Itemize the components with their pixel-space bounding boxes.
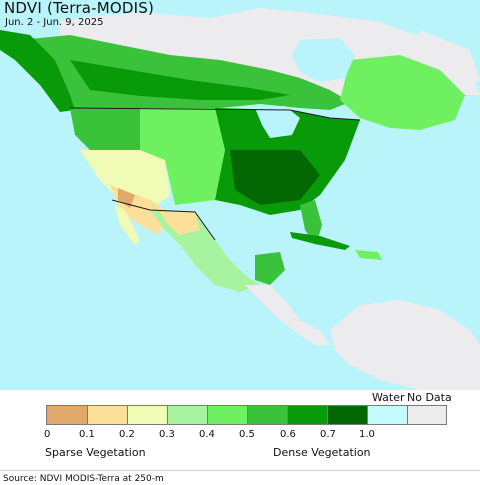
legend-swatch-4 xyxy=(207,405,248,425)
tick-label: 0.5 xyxy=(239,429,255,440)
legend-swatch-0 xyxy=(46,405,88,425)
footer-divider xyxy=(0,470,480,471)
hudson-bay xyxy=(292,38,355,82)
tick-label: 0.2 xyxy=(119,429,135,440)
mexico-north-dry xyxy=(160,212,200,235)
yucatan xyxy=(255,252,285,285)
quebec xyxy=(340,55,465,130)
hispaniola xyxy=(355,250,382,260)
great-lakes xyxy=(255,106,300,138)
map-title: NDVI (Terra-MODIS) xyxy=(4,0,155,17)
legend-swatch-7 xyxy=(327,405,368,425)
legend: Water No Data 0 0.1 0.2 0.3 0.4 0.5 0.6 … xyxy=(0,390,480,485)
dense-label: Dense Vegetation xyxy=(273,446,371,459)
legend-swatch-1 xyxy=(87,405,128,425)
ndvi-map: NDVI (Terra-MODIS) Jun. 2 - Jun. 9, 2025 xyxy=(0,0,480,390)
tick-label: 0.7 xyxy=(320,429,336,440)
legend-swatch-2 xyxy=(127,405,168,425)
sparse-label: Sparse Vegetation xyxy=(45,446,146,459)
florida xyxy=(300,200,322,245)
baja xyxy=(115,205,140,245)
west-coast-canada xyxy=(0,30,75,112)
tick-label: 1.0 xyxy=(359,429,375,440)
canada-boreal-dark xyxy=(70,60,290,100)
usa-desert xyxy=(118,188,135,208)
legend-swatch-water xyxy=(367,405,408,425)
map-canvas xyxy=(0,8,480,390)
labrador-nodata xyxy=(415,30,480,90)
central-america xyxy=(245,285,330,345)
water-label: Water xyxy=(372,391,405,404)
usa-northwest xyxy=(70,108,140,155)
legend-swatch-6 xyxy=(287,405,328,425)
us-mexico-border xyxy=(111,199,216,241)
tick-label: 0.1 xyxy=(79,429,95,440)
date-range: Jun. 2 - Jun. 9, 2025 xyxy=(5,17,104,28)
source-text: Source: NDVI MODIS-Terra at 250-m xyxy=(3,474,164,484)
legend-swatch-3 xyxy=(167,405,208,425)
tick-label: 0.6 xyxy=(280,429,296,440)
cuba xyxy=(290,232,350,250)
legend-swatch-5 xyxy=(247,405,288,425)
legend-swatch-nodata xyxy=(407,405,447,425)
nodata-label: No Data xyxy=(407,391,452,404)
south-america xyxy=(330,300,480,390)
tick-label: 0 xyxy=(44,429,51,440)
usa-plains xyxy=(140,108,225,205)
usa-west-dry xyxy=(80,150,170,210)
tick-label: 0.4 xyxy=(199,429,215,440)
usa-southeast-dark xyxy=(230,150,320,205)
us-canada-border xyxy=(69,107,361,121)
tick-label: 0.3 xyxy=(159,429,175,440)
